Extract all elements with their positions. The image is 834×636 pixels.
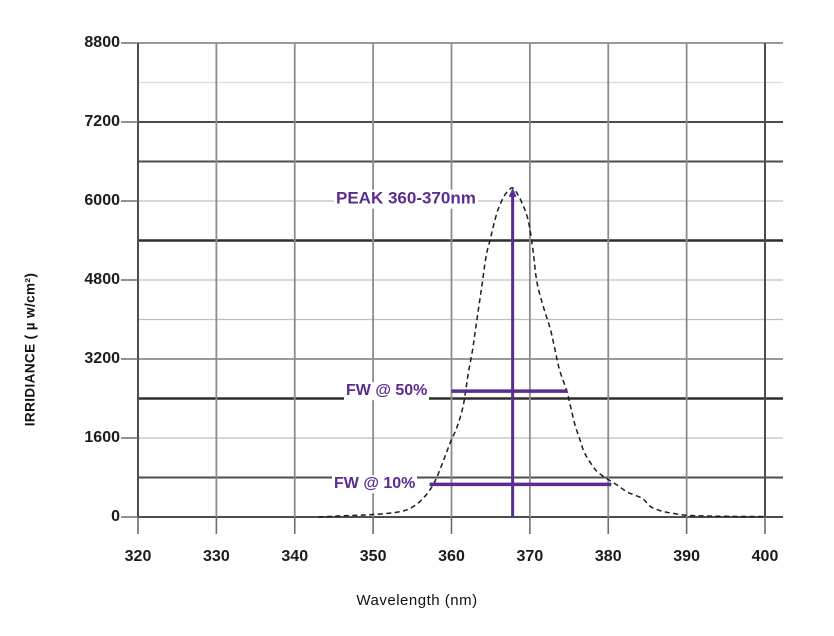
- y-tick-label-0: 0: [111, 508, 120, 525]
- x-tick-label-380: 380: [594, 548, 622, 565]
- fw10-annotation-label: FW @ 10%: [332, 475, 418, 494]
- y-tick-label-6000: 6000: [84, 192, 120, 209]
- y-tick-label-7200: 7200: [84, 113, 120, 130]
- x-tick-label-320: 320: [124, 548, 152, 565]
- peak-annotation-label: PEAK 360-370nm: [334, 188, 478, 209]
- x-tick-label-400: 400: [751, 548, 779, 565]
- y-axis-title: IRRIDIANCE ( µ w/cm²): [22, 272, 38, 427]
- x-tick-label-350: 350: [359, 548, 387, 565]
- x-tick-label-330: 330: [203, 548, 230, 565]
- x-tick-label-340: 340: [281, 548, 309, 565]
- irradiance-curve: [318, 187, 766, 518]
- x-axis-title: Wavelength (nm): [356, 592, 478, 609]
- y-tick-label-1600: 1600: [84, 429, 120, 446]
- x-tick-label-390: 390: [673, 548, 700, 565]
- x-tick-label-370: 370: [516, 548, 544, 565]
- peak-arrowhead: [508, 187, 517, 197]
- y-tick-label-8800: 8800: [84, 34, 120, 51]
- y-tick-label-4800: 4800: [84, 271, 120, 288]
- fw50-annotation-label: FW @ 50%: [344, 382, 430, 400]
- y-tick-label-3200: 3200: [84, 350, 120, 367]
- x-tick-label-360: 360: [438, 548, 465, 565]
